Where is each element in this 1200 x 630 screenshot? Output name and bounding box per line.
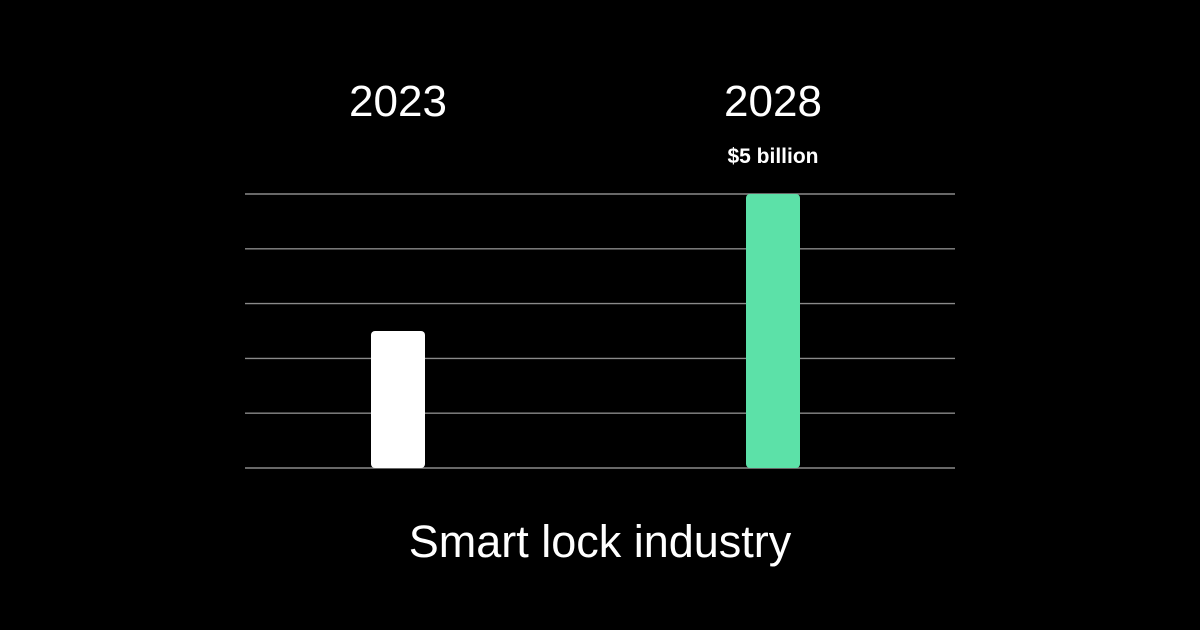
data-label-2028: $5 billion xyxy=(727,145,818,168)
gridlines xyxy=(245,193,955,469)
bar-2028 xyxy=(746,194,800,468)
labels: 2023 2028 $5 billion xyxy=(349,77,822,168)
bars xyxy=(371,194,800,468)
category-label-2023: 2023 xyxy=(349,77,447,126)
chart-title: Smart lock industry xyxy=(409,516,792,567)
bar-2023 xyxy=(371,331,425,468)
category-label-2028: 2028 xyxy=(724,77,822,126)
